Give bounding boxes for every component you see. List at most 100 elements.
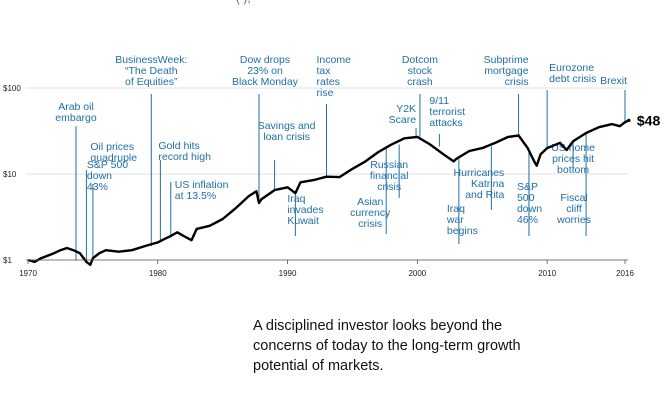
event-label: Russian financial crisis	[370, 159, 409, 193]
event-label-line: and Rita	[465, 189, 504, 201]
event-label-line: bottom	[557, 164, 589, 176]
event-label-line: Katrina	[471, 178, 504, 190]
event-label: Iraq war begins	[446, 203, 478, 237]
event-eurozone-debt-crisis: Eurozone debt crisis	[546, 62, 596, 149]
chart-caption: A disciplined investor looks beyond the …	[253, 318, 521, 374]
event-label: S&P 500 down 46%	[517, 181, 542, 226]
event-label-line: Savings and	[258, 120, 316, 132]
event-label: Asian currency crisis	[350, 196, 391, 230]
event-label: Y2K Scare	[389, 103, 417, 126]
event-label: Gold hits record high	[158, 140, 211, 163]
event-label-line: quadruple	[90, 152, 137, 164]
event-label-line: 46%	[517, 214, 538, 226]
event-label-line: loan crisis	[263, 131, 310, 143]
event-brexit: Brexit	[600, 75, 627, 123]
event-us-inflation: US inflation at 13.5%	[170, 179, 229, 236]
event-label-line: Kuwait	[287, 215, 319, 227]
event-label-line: Black Monday	[232, 76, 299, 88]
event-label-line: terrorist	[429, 106, 465, 118]
end-value-text: $48	[637, 112, 661, 128]
event-label-line: tax	[317, 65, 332, 77]
event-label-line: prices hit	[552, 153, 594, 165]
event-label-line: worries	[556, 214, 591, 226]
event-label-line: 43%	[87, 181, 108, 193]
series-line	[27, 119, 630, 266]
x-tick-label: 2010	[538, 269, 556, 278]
event-label-line: Gold hits	[158, 140, 199, 152]
x-axis: 1970 1980 1990 2000 2010 2016	[19, 259, 634, 278]
event-arab-oil-embargo: Arab oil embargo	[55, 101, 97, 261]
end-value-label: $48	[637, 112, 661, 128]
x-tick-label: 1980	[149, 269, 167, 278]
event-hurricanes: Hurricanes Katrina and Rita	[454, 146, 504, 210]
event-label: Dotcom stock crash	[402, 54, 438, 88]
event-label: BusinessWeek: “The Death of Equities”	[115, 54, 187, 88]
event-label-line: “The Death	[125, 65, 178, 77]
event-label: US home prices hit bottom	[551, 142, 595, 176]
event-label-line: Arab oil	[58, 101, 94, 113]
event-us-home-prices: US home prices hit bottom	[551, 141, 595, 176]
event-label-line: crisis	[377, 181, 401, 193]
event-label-line: invades	[287, 204, 323, 216]
event-gold-hits-record: Gold hits record high	[158, 140, 211, 242]
y-tick-label: $1	[3, 256, 12, 265]
event-label-line: rates	[317, 76, 340, 88]
event-iraq-invades-kuwait: Iraq invades Kuwait	[287, 193, 324, 236]
event-label: 9/11 terrorist attacks	[429, 95, 465, 129]
event-label-line: Brexit	[600, 75, 627, 87]
y-tick-label: $10	[3, 170, 17, 179]
event-label-line: begins	[447, 225, 478, 237]
event-label-line: Y2K	[396, 103, 416, 115]
y-axis: $1 $10 $100	[3, 84, 21, 265]
event-subprime-crisis: Subprime mortgage crisis	[484, 54, 529, 136]
event-label-line: US inflation	[175, 179, 229, 191]
event-label: S&P 500 down 43%	[87, 159, 128, 193]
event-label: US inflation at 13.5%	[175, 179, 229, 202]
chart-series	[27, 118, 631, 266]
x-tick-label: 2016	[616, 269, 634, 278]
event-label-line: down	[517, 203, 542, 215]
event-nine-eleven: 9/11 terrorist attacks	[429, 95, 465, 147]
event-label-line: 23% on	[247, 65, 283, 77]
event-label-line: stock	[408, 65, 433, 77]
event-label: Dow drops 23% on Black Monday	[232, 54, 299, 88]
event-label-line: Oil prices	[90, 141, 134, 153]
event-label-line: crisis	[358, 218, 382, 230]
event-label-line: cliff	[566, 203, 582, 215]
event-fiscal-cliff: Fiscal cliff worries	[556, 132, 591, 236]
event-label-line: S&P 500	[87, 159, 128, 171]
event-label-line: Russian	[370, 159, 408, 171]
event-label: Brexit	[600, 75, 627, 87]
event-y2k-scare: Y2K Scare	[389, 103, 417, 139]
x-tick-label: 1990	[279, 269, 297, 278]
event-label-line: down	[87, 170, 112, 182]
event-label-line: crash	[407, 76, 433, 88]
event-label-line: Fiscal	[560, 192, 587, 204]
event-label-line: rise	[317, 87, 334, 99]
event-label-line: Scare	[389, 114, 417, 126]
x-tick-label: 1970	[19, 269, 37, 278]
event-savings-and-loan: Savings and loan crisis	[258, 120, 316, 191]
event-dotcom-crash: Dotcom stock crash	[402, 54, 438, 137]
event-label-line: Income	[317, 54, 352, 66]
event-label: Oil prices quadruple	[90, 141, 137, 164]
event-income-tax-rates: Income tax rates rise	[317, 54, 352, 177]
event-black-monday: Dow drops 23% on Black Monday	[232, 54, 299, 204]
event-label-line: 500	[517, 192, 535, 204]
event-label: Eurozone debt crisis	[549, 62, 596, 85]
event-label-line: at 13.5%	[175, 190, 216, 202]
event-label-line: Subprime	[484, 54, 529, 66]
event-label-line: war	[446, 214, 464, 226]
event-label: Income tax rates rise	[317, 54, 352, 99]
event-label-line: Eurozone	[549, 62, 594, 74]
event-label-line: 9/11	[429, 95, 449, 107]
event-label-line: record high	[158, 151, 211, 163]
event-label-line: of Equities”	[125, 76, 178, 88]
event-label-line: Iraq	[287, 193, 305, 205]
event-label-line: Iraq	[447, 203, 465, 215]
event-label-line: currency	[350, 207, 391, 219]
event-sp500-down-43: S&P 500 down 43%	[87, 159, 128, 260]
event-sp500-down-46: S&P 500 down 46%	[517, 150, 542, 236]
